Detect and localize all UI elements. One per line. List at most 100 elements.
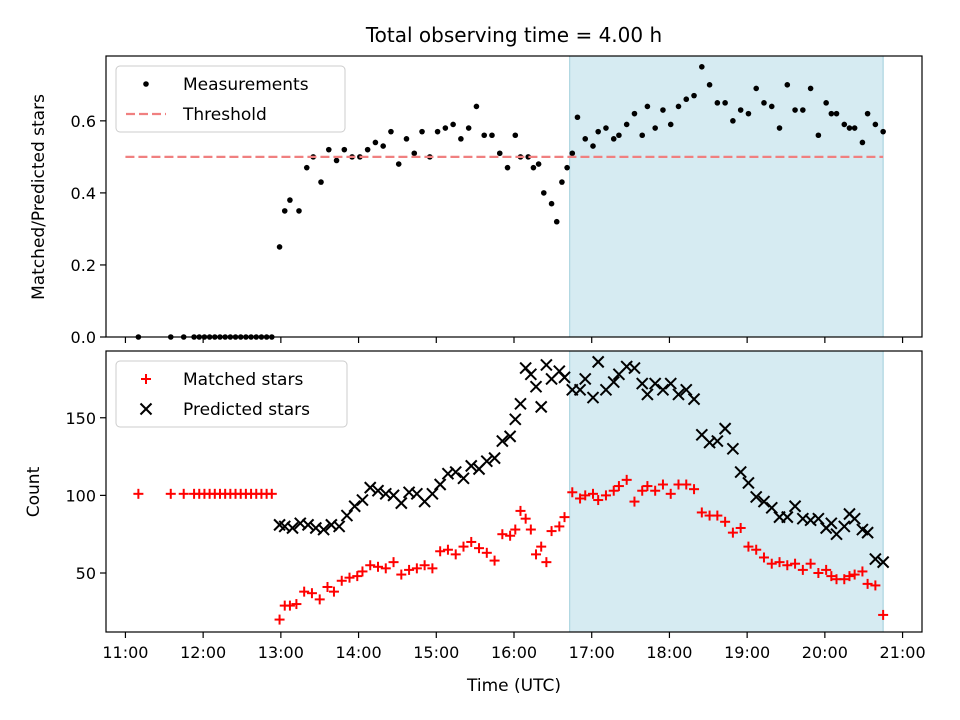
predicted-star-point xyxy=(876,555,890,569)
measurement-point xyxy=(574,114,581,121)
predicted-star-point xyxy=(765,501,778,515)
matched-star-point xyxy=(352,571,363,582)
predicted-star-point xyxy=(636,377,649,390)
matched-star-point xyxy=(274,614,285,625)
measurement-point xyxy=(841,121,848,128)
top-legend: Measurements Threshold xyxy=(115,65,346,133)
measurement-point xyxy=(691,92,697,99)
matched-star-point xyxy=(404,564,415,575)
predicted-star-point xyxy=(465,459,478,473)
measurement-point xyxy=(833,110,840,117)
measurement-point xyxy=(372,139,379,146)
measurement-point xyxy=(535,161,542,167)
matched-star-point xyxy=(743,541,754,552)
top-y-tick-label: 0.2 xyxy=(71,256,96,275)
predicted-star-point xyxy=(628,361,641,375)
top-y-tick-label: 0.4 xyxy=(71,184,96,203)
bottom-legend-entry: Matched stars xyxy=(141,370,303,390)
predicted-star-point xyxy=(734,465,747,479)
measurement-point xyxy=(496,150,503,157)
measurement-point xyxy=(675,103,682,110)
matched-star-point xyxy=(870,580,881,591)
measurement-point xyxy=(706,82,713,88)
predicted-star-point xyxy=(641,388,654,401)
predicted-star-point xyxy=(825,517,838,530)
measurement-point xyxy=(864,110,871,117)
predicted-star-point xyxy=(480,455,494,468)
predicted-star-point xyxy=(579,372,592,386)
measurement-point xyxy=(851,125,858,131)
measurement-point xyxy=(846,125,853,131)
matched-star-point xyxy=(510,524,521,535)
measurement-point xyxy=(761,100,767,106)
matched-star-point xyxy=(575,493,586,504)
matched-star-point xyxy=(481,547,492,558)
matched-star-point xyxy=(637,485,648,496)
x-tick-label: 18:00 xyxy=(646,643,692,662)
x-tick-label: 19:00 xyxy=(724,643,770,662)
matched-star-point xyxy=(751,544,762,555)
measurement-point xyxy=(296,208,302,214)
predicted-star-point xyxy=(711,434,724,448)
matched-star-point xyxy=(657,479,668,490)
matched-star-point xyxy=(380,563,391,574)
matched-star-point xyxy=(805,558,816,569)
bottom-legend-box xyxy=(115,360,348,428)
top-y-tick-label: 0.6 xyxy=(71,112,96,131)
matched-star-point xyxy=(531,549,542,560)
matched-star-point xyxy=(427,563,438,574)
top-legend-label: Measurements xyxy=(183,75,309,95)
predicted-star-point xyxy=(488,451,501,465)
matched-star-point xyxy=(712,510,723,521)
predicted-star-point xyxy=(861,526,874,539)
predicted-star-point xyxy=(496,434,509,448)
matched-star-point xyxy=(474,543,485,554)
measurement-point xyxy=(683,96,690,103)
matched-star-point xyxy=(588,488,599,499)
matched-star-point xyxy=(720,516,731,527)
predicted-star-point xyxy=(356,493,369,507)
top-observing-window xyxy=(569,55,884,338)
matched-star-point xyxy=(396,569,407,580)
matched-star-point xyxy=(466,536,477,547)
predicted-star-point xyxy=(607,375,620,389)
measurement-point xyxy=(872,121,879,128)
matched-star-point xyxy=(774,557,785,568)
predicted-star-point xyxy=(648,377,662,390)
predicted-star-point xyxy=(317,523,330,536)
predicted-star-point xyxy=(687,392,701,406)
measurement-point xyxy=(699,64,705,70)
bottom-series-matched-stars xyxy=(133,474,889,625)
matched-star-point xyxy=(322,581,333,592)
measurement-point xyxy=(639,132,646,139)
matched-star-point xyxy=(536,541,547,552)
predicted-star-point xyxy=(848,512,861,525)
chart-title: Total observing time = 4.00 h xyxy=(365,23,662,47)
x-tick-label: 13:00 xyxy=(258,643,304,662)
matched-star-point xyxy=(266,488,277,499)
measurement-point xyxy=(403,136,410,142)
measurement-point xyxy=(395,161,402,167)
matched-star-point xyxy=(782,560,793,571)
matched-star-point xyxy=(790,558,801,569)
matched-star-point xyxy=(559,512,570,523)
matched-star-point xyxy=(546,526,557,537)
matched-star-point xyxy=(505,530,516,541)
measurement-point xyxy=(610,136,617,142)
predicted-star-point xyxy=(449,465,462,479)
matched-star-point xyxy=(133,488,144,499)
top-legend-box xyxy=(115,65,346,133)
predicted-star-point xyxy=(503,430,517,443)
matched-star-point xyxy=(642,481,653,492)
measurement-point xyxy=(644,103,651,110)
matched-star-point xyxy=(388,557,399,568)
matched-star-point xyxy=(520,513,531,524)
measurement-point xyxy=(276,244,283,250)
top-legend-label: Threshold xyxy=(182,105,267,125)
predicted-star-point xyxy=(672,388,685,401)
measurement-point xyxy=(880,128,886,135)
matched-star-point xyxy=(600,490,611,501)
measurement-point xyxy=(548,200,555,207)
x-tick-label: 11:00 xyxy=(102,643,148,662)
measurement-point xyxy=(776,125,783,131)
